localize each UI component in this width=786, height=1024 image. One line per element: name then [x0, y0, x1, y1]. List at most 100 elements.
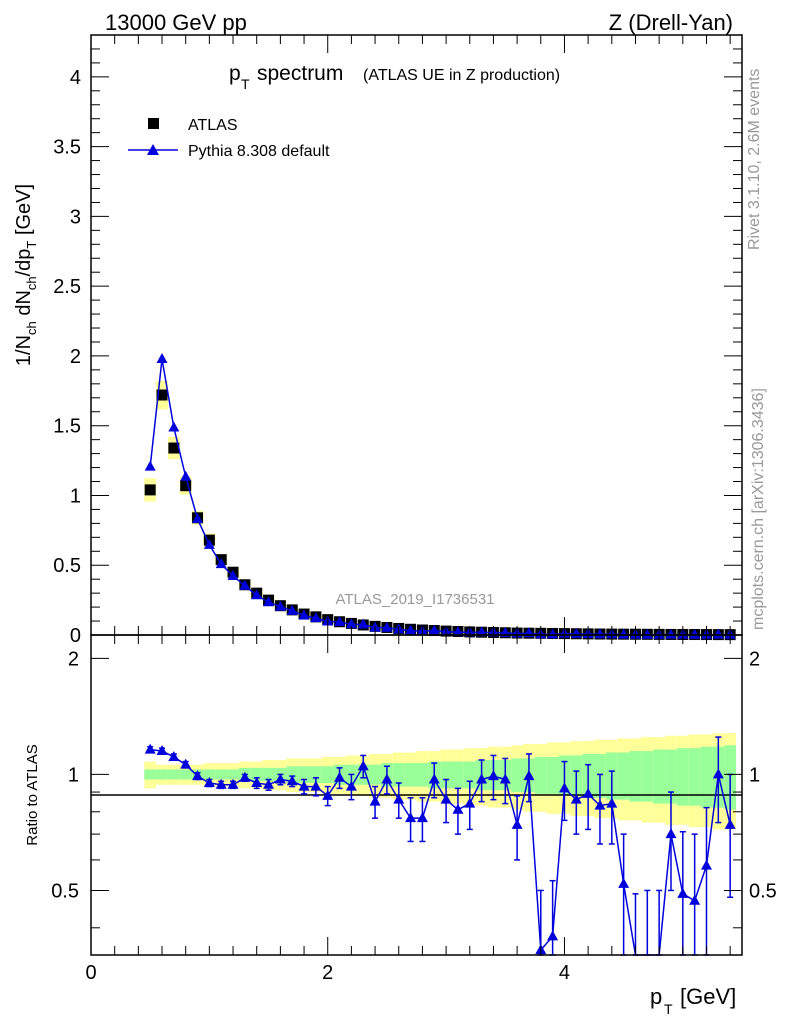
- ratio-band-stat: [511, 758, 524, 793]
- pythia-point: [310, 612, 322, 623]
- axis-tick-labels: 00.511.522.533.540 2 40.5 0.51 12 2: [51, 67, 777, 984]
- atlas-point: [156, 389, 168, 401]
- ratio-band-stat: [404, 763, 417, 787]
- legend-atlas-marker: [148, 118, 159, 129]
- ratio-band-stat: [179, 769, 192, 780]
- ratio-point: [511, 818, 523, 829]
- ratio-panel-frame: [90, 634, 743, 956]
- ratio-tick-label-left: 1: [68, 764, 79, 786]
- ratio-point: [570, 793, 582, 804]
- pythia-point: [298, 609, 310, 620]
- pythia-point: [239, 579, 251, 590]
- ratio-point: [286, 775, 298, 786]
- ratio-band-stat: [369, 764, 381, 785]
- ratio-point: [393, 793, 405, 804]
- pythia-point: [641, 628, 653, 639]
- chart-watermark: ATLAS_2019_I1736531: [335, 591, 494, 608]
- pythia-point: [274, 600, 286, 611]
- ratio-point: [274, 773, 286, 784]
- ratio-band-stat: [215, 769, 228, 780]
- pythia-point: [428, 624, 440, 635]
- pythia-point: [345, 618, 357, 629]
- ratio-point: [144, 743, 156, 754]
- pythia-point: [286, 604, 298, 615]
- axis-ticks: [90, 34, 742, 955]
- x-label-unit: [GeV]: [680, 984, 736, 1009]
- ratio-band-stat: [676, 748, 689, 806]
- pythia-point: [215, 558, 227, 569]
- ratio-point: [357, 760, 369, 771]
- ratio-point: [499, 773, 511, 784]
- pythia-point: [192, 512, 204, 523]
- ratio-point: [345, 780, 357, 791]
- ratio-band-stat: [665, 749, 677, 804]
- ratio-tick-label-right: 0.5: [749, 880, 777, 902]
- y-tick-label: 0.5: [53, 555, 81, 577]
- pythia-point: [334, 616, 346, 627]
- legend-atlas-label: ATLAS: [188, 117, 238, 134]
- ratio-point: [677, 887, 689, 898]
- pythia-point: [689, 628, 701, 639]
- pythia-point: [263, 596, 275, 607]
- ratio-point: [227, 778, 239, 789]
- ratio-point: [180, 758, 192, 769]
- ratio-point: [665, 828, 677, 839]
- title-main: p: [229, 62, 241, 85]
- ratio-series: [144, 736, 736, 956]
- ratio-point: [239, 771, 251, 782]
- ratio-band-stat: [440, 761, 453, 789]
- ratio-point: [476, 773, 488, 784]
- pythia-point: [618, 628, 630, 639]
- title-sub: T: [241, 76, 250, 92]
- ratio-tick-label-right: 2: [749, 648, 760, 670]
- legend: ATLAS Pythia 8.308 default: [128, 117, 330, 160]
- ratio-band-stat: [156, 769, 168, 780]
- ratio-band-stat: [629, 751, 642, 802]
- pythia-point: [452, 626, 464, 637]
- ratio-point: [215, 778, 227, 789]
- ratio-band-stat: [688, 748, 701, 806]
- pythia-point: [665, 628, 677, 639]
- ratio-point: [203, 777, 215, 788]
- pythia-point: [144, 460, 156, 471]
- ratio-point: [558, 782, 570, 793]
- ratio-band-stat: [203, 769, 216, 780]
- legend-pythia-marker: [147, 144, 159, 155]
- ratio-point: [618, 877, 630, 888]
- pythia-point: [227, 569, 239, 580]
- rivet-label: Rivet 3.1.10, 2.6M events: [746, 69, 763, 250]
- ratio-point: [428, 773, 440, 784]
- ratio-y-axis-label: Ratio to ATLAS: [24, 744, 41, 845]
- x-axis-label: p T [GeV]: [650, 984, 736, 1017]
- x-tick-label: 2: [322, 962, 333, 984]
- x-label-sub: T: [664, 1001, 673, 1017]
- atlas-point: [168, 442, 180, 454]
- pythia-point: [476, 626, 488, 637]
- pythia-point: [203, 538, 215, 549]
- ratio-band-stat: [309, 766, 322, 784]
- ratio-band-stat: [641, 751, 654, 802]
- legend-pythia-label: Pythia 8.308 default: [188, 143, 330, 160]
- x-tick-label: 4: [559, 962, 570, 984]
- ratio-point: [334, 771, 346, 782]
- ratio-point: [381, 773, 393, 784]
- pythia-point: [168, 421, 180, 432]
- ratio-band-stat: [250, 767, 263, 782]
- ratio-band-stat: [321, 766, 334, 784]
- ratio-band-stat: [144, 769, 157, 780]
- title-paren: (ATLAS UE in Z production): [363, 67, 560, 84]
- ratio-point: [322, 789, 334, 800]
- pythia-point: [357, 618, 369, 629]
- pythia-point: [712, 628, 724, 639]
- ratio-band-stat: [534, 756, 547, 794]
- y-tick-label: 4: [70, 67, 81, 89]
- ratio-band-stat: [617, 752, 630, 800]
- ratio-point: [464, 797, 476, 808]
- ratio-point: [251, 777, 263, 788]
- pythia-point: [251, 589, 263, 600]
- header-right: Z (Drell-Yan): [609, 10, 733, 35]
- y-tick-label: 1: [70, 485, 81, 507]
- ratio-band-stat: [452, 761, 464, 789]
- ratio-point: [606, 797, 618, 808]
- y-tick-label: 2: [70, 346, 81, 368]
